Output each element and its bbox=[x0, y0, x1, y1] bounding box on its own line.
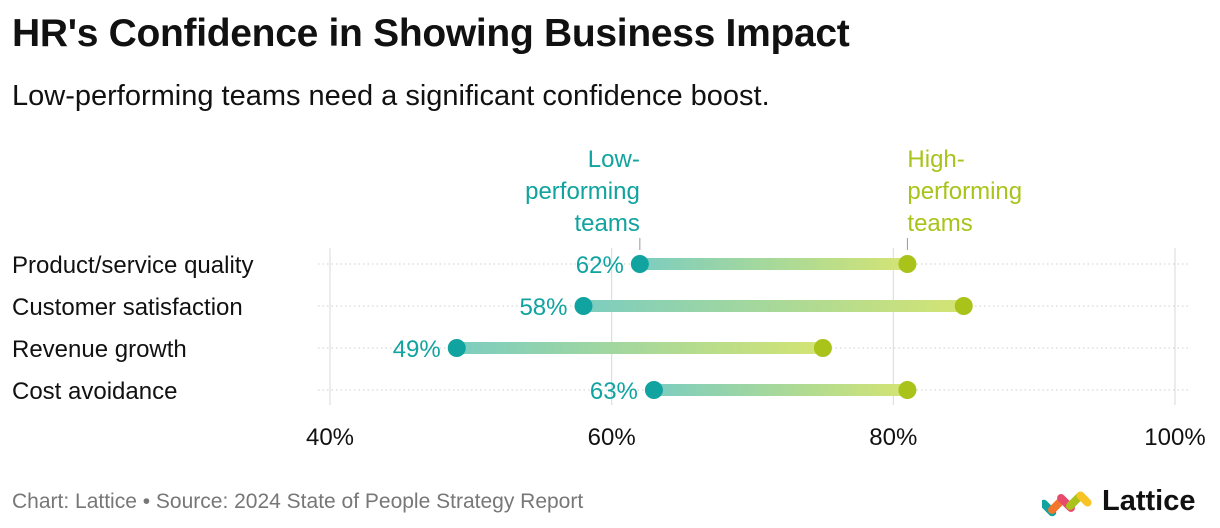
x-tick-label: 60% bbox=[588, 424, 636, 451]
low-value-label: 58% bbox=[519, 294, 567, 321]
low-value-label: 49% bbox=[393, 336, 441, 363]
high-series-label: High- bbox=[907, 146, 964, 173]
low-performing-dot bbox=[644, 381, 663, 399]
x-tick-label: 40% bbox=[306, 424, 354, 451]
category-label: Product/service quality bbox=[12, 252, 253, 279]
low-series-label: Low- bbox=[588, 146, 640, 173]
low-value-label: 63% bbox=[590, 378, 638, 405]
dumbbell-bar bbox=[653, 384, 908, 396]
category-label: Customer satisfaction bbox=[12, 294, 243, 321]
chart-subtitle: Low-performing teams need a significant … bbox=[12, 80, 770, 112]
dumbbell-bar bbox=[639, 258, 908, 270]
dumbbell-bar bbox=[583, 300, 964, 312]
low-performing-dot bbox=[447, 339, 466, 357]
chart-source-credit: Chart: Lattice • Source: 2024 State of P… bbox=[12, 490, 584, 513]
x-tick-label: 80% bbox=[869, 424, 917, 451]
chart-title: HR's Confidence in Showing Business Impa… bbox=[12, 12, 850, 55]
lattice-logo[interactable]: Lattice bbox=[1042, 484, 1195, 518]
low-series-label: performing bbox=[525, 178, 640, 205]
high-performing-dot bbox=[898, 255, 917, 273]
low-series-label: teams bbox=[574, 210, 639, 237]
lattice-logo-icon bbox=[1042, 491, 1092, 517]
high-performing-dot bbox=[898, 381, 917, 399]
high-performing-dot bbox=[954, 297, 973, 315]
high-series-label: teams bbox=[907, 210, 972, 237]
category-label: Revenue growth bbox=[12, 336, 187, 363]
high-series-label: performing bbox=[907, 178, 1022, 205]
category-label: Cost avoidance bbox=[12, 378, 177, 405]
brand-name: Lattice bbox=[1102, 484, 1196, 517]
bar-layer bbox=[447, 255, 973, 399]
low-performing-dot bbox=[574, 297, 593, 315]
low-performing-dot bbox=[630, 255, 649, 273]
dumbbell-bar bbox=[456, 342, 823, 354]
low-value-label: 62% bbox=[576, 252, 624, 279]
high-performing-dot bbox=[813, 339, 832, 357]
x-tick-label: 100% bbox=[1144, 424, 1205, 451]
label-layer: 40% 60% 80% 100% Product/service quality Cust… bbox=[12, 146, 1206, 451]
